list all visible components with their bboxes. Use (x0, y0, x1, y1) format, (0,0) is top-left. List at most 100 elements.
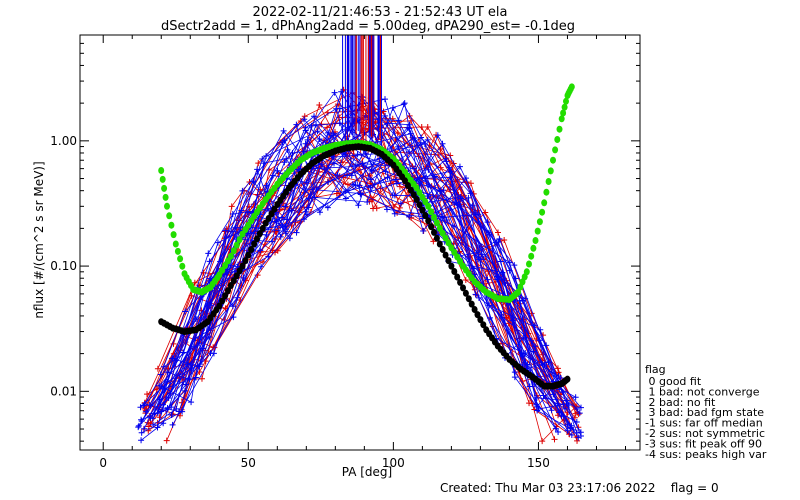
fit-curve-dot (530, 244, 537, 252)
data-point (352, 162, 359, 169)
data-point (418, 134, 425, 141)
footer-text: Created: Thu Mar 03 23:17:06 2022 flag =… (440, 481, 719, 495)
data-point (557, 375, 564, 382)
fit-curve-dot (445, 239, 452, 247)
legend-entry: -3 sus: fit peak off 90 (645, 437, 762, 450)
fit-curve-dot (259, 224, 266, 232)
data-point (198, 375, 205, 382)
data-point (400, 101, 407, 108)
data-point (316, 135, 323, 142)
data-point (384, 120, 391, 127)
data-point (234, 294, 241, 301)
data-line (171, 118, 549, 416)
data-point (568, 431, 575, 438)
data-point (437, 164, 444, 171)
fit-curve-dot (523, 268, 530, 276)
data-point (443, 158, 450, 165)
data-point (302, 140, 309, 147)
data-point (154, 406, 161, 413)
data-point (511, 374, 518, 381)
fit-curve-dot (556, 125, 563, 133)
fit-curve-dot (236, 236, 243, 244)
data-point (573, 418, 580, 425)
data-point (496, 235, 503, 242)
data-point (416, 180, 423, 187)
data-point (457, 193, 464, 200)
fit-curve-dot (451, 268, 458, 275)
fit-curve-dot (564, 375, 571, 383)
fit-curve-dot (166, 212, 173, 220)
fit-curve-dot (242, 257, 249, 265)
fit-curve-dot (251, 240, 258, 248)
data-point (283, 155, 290, 162)
data-point (265, 253, 272, 260)
x-tick-label: 0 (99, 456, 107, 470)
data-point (577, 429, 584, 436)
data-point (462, 277, 469, 284)
fit-curve-dot (233, 241, 240, 249)
data-point (506, 267, 513, 274)
fit-curve-dot (431, 228, 437, 236)
plot-frame (79, 34, 641, 451)
data-point (181, 387, 188, 394)
fit-curve-dot (425, 202, 432, 210)
data-point (577, 404, 584, 411)
data-line (141, 101, 571, 430)
data-point (141, 401, 148, 408)
fit-curve-dot (256, 230, 263, 238)
data-point (516, 298, 523, 305)
data-point (554, 365, 561, 372)
fit-curve-dot (448, 262, 455, 270)
data-point (301, 116, 308, 123)
legend-entry: -4 sus: peaks high var (645, 448, 767, 461)
legend-title: flag (645, 363, 666, 376)
data-point (401, 100, 408, 107)
data-point (211, 344, 218, 351)
data-point (349, 181, 356, 188)
data-point (420, 228, 427, 235)
data-point (394, 130, 401, 137)
data-point (157, 371, 164, 378)
data-point (448, 168, 455, 175)
data-point (424, 192, 431, 199)
data-point (314, 128, 321, 135)
data-point (484, 276, 491, 283)
data-point (572, 394, 579, 401)
data-point (301, 113, 308, 120)
data-point (522, 295, 529, 302)
data-point (495, 229, 502, 236)
fit-curve-dot (439, 229, 446, 237)
y-tick-label: 0.10 (50, 259, 77, 273)
fit-curve-dot (222, 292, 229, 300)
legend-entry: -2 sus: not symmetric (645, 427, 765, 440)
axes-layer: 0 50 100 150 0.01 0.10 1.00 (50, 34, 641, 470)
fit-curve-dot (177, 255, 184, 263)
data-point (434, 132, 441, 139)
data-point (205, 250, 212, 257)
data-point (154, 424, 161, 431)
data-point (305, 204, 312, 211)
fit-curve-dot (561, 103, 568, 111)
fit-curve-dot (174, 247, 181, 255)
fit-curve-dot (419, 206, 426, 214)
fit-curve-dot (433, 234, 440, 242)
data-point (214, 239, 221, 246)
data-point (263, 153, 270, 160)
fit-curve-dot (233, 272, 240, 280)
data-point (228, 203, 235, 210)
fit-curve-dot (245, 251, 252, 259)
data-point (257, 247, 264, 254)
data-point (551, 436, 558, 443)
fit-curve-dot (457, 278, 464, 286)
data-point (263, 182, 270, 189)
y-axis-label: nflux [#/(cm^2 s sr MeV)] (32, 161, 46, 318)
data-point (392, 176, 399, 183)
fit-curve-dot (550, 156, 556, 164)
data-point (563, 400, 570, 407)
data-point (169, 421, 176, 428)
data-point (391, 210, 398, 217)
data-layer (135, 35, 585, 445)
data-point (425, 166, 432, 173)
data-point (396, 183, 403, 190)
